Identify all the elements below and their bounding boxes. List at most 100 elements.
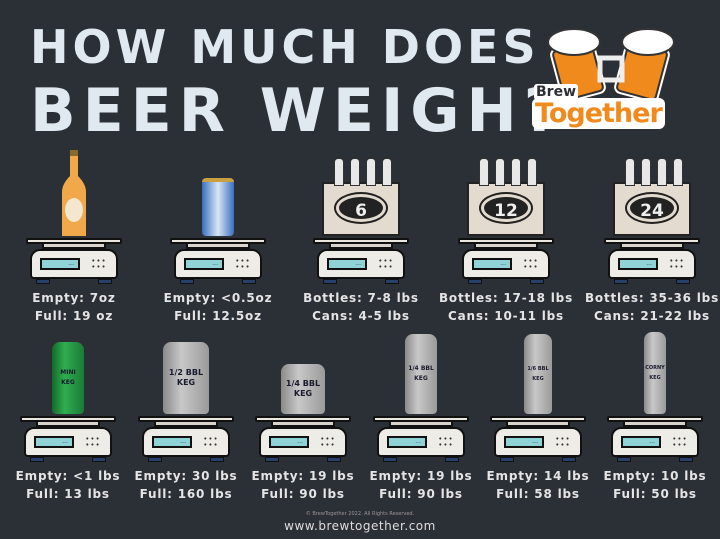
scale-foot: [92, 457, 106, 462]
full-weight: Cans: 21-22 lbs: [594, 309, 710, 323]
empty-weight: Empty: <1 lbs: [15, 469, 121, 483]
scale-plate: [138, 416, 234, 422]
scale-icon: ... ••• •••: [607, 416, 703, 466]
full-weight: Cans: 10-11 lbs: [448, 309, 564, 323]
scale-foot: [530, 279, 544, 284]
scale-foot: [30, 457, 44, 462]
scale-display: ...: [152, 436, 192, 448]
scale-body: ... ••• •••: [24, 427, 112, 457]
scale-plate: [490, 416, 586, 422]
scale-display: ...: [184, 258, 224, 270]
scale-buttons: ••• •••: [438, 435, 454, 449]
empty-weight: Bottles: 17-18 lbs: [438, 291, 574, 305]
scale-display: ...: [34, 436, 74, 448]
scale-icon: ... ••• •••: [255, 416, 351, 466]
scale-foot: [562, 457, 576, 462]
scale-neck: [389, 422, 453, 427]
full-weight: Full: 12.5oz: [174, 309, 262, 323]
pack-count: 24: [625, 192, 679, 224]
scale-buttons: ••• •••: [85, 435, 101, 449]
scale-display: ...: [472, 258, 512, 270]
scale-buttons: ••• •••: [669, 257, 685, 271]
full-weight: Full: 90 lbs: [379, 487, 463, 501]
beer-bottle-icon: [62, 150, 86, 242]
scale-neck: [42, 244, 106, 249]
scale-body: ... ••• •••: [142, 427, 230, 457]
scale-foot: [385, 279, 399, 284]
pack-icon: 6: [322, 158, 400, 236]
scale-foot: [614, 279, 628, 284]
scale-buttons: ••• •••: [91, 257, 107, 271]
scale-display: ...: [618, 258, 658, 270]
scale-foot: [210, 457, 224, 462]
pack-count: 12: [479, 192, 533, 224]
quarter-barrel-keg-icon: 1/4 BBL KEG: [281, 364, 325, 414]
scale-foot: [327, 457, 341, 462]
scale-body: ... ••• •••: [259, 427, 347, 457]
scale-display: ...: [621, 436, 661, 448]
scale-display: ...: [327, 258, 367, 270]
full-weight: Full: 13 lbs: [26, 487, 110, 501]
scale-buttons: ••• •••: [203, 435, 219, 449]
empty-weight: Empty: 7oz: [32, 291, 116, 305]
logo-brew-text: Brew: [534, 84, 579, 100]
scale-body: ... ••• •••: [611, 427, 699, 457]
scale-plate: [373, 416, 469, 422]
scale-icon: ... ••• •••: [138, 416, 234, 466]
scale-icon: ... ••• •••: [458, 238, 554, 288]
pack-box: 6: [322, 158, 400, 236]
scale-neck: [623, 422, 687, 427]
pack-box: 24: [613, 158, 691, 236]
scale-neck: [329, 244, 393, 249]
scale-neck: [474, 244, 538, 249]
scale-buttons: ••• •••: [555, 435, 571, 449]
title-line-2: BEER WEIGH?: [30, 76, 566, 146]
scale-foot: [500, 457, 514, 462]
scale-neck: [271, 422, 335, 427]
scale-icon: ... ••• •••: [20, 416, 116, 466]
empty-weight: Empty: 19 lbs: [369, 469, 473, 483]
brewtogether-logo: Brew Together: [530, 18, 710, 138]
scale-foot: [36, 279, 50, 284]
scale-foot: [242, 279, 256, 284]
scale-display: ...: [387, 436, 427, 448]
website-link[interactable]: www.brewtogether.com: [284, 519, 436, 533]
pack-count: 6: [334, 192, 388, 224]
scale-body: ... ••• •••: [462, 249, 550, 279]
scale-foot: [468, 279, 482, 284]
scale-plate: [26, 238, 122, 244]
scale-display: ...: [504, 436, 544, 448]
scale-foot: [617, 457, 631, 462]
scale-plate: [604, 238, 700, 244]
scale-foot: [676, 279, 690, 284]
pack-icon: 12: [467, 158, 545, 236]
corny-keg-icon: CORNY KEG: [644, 332, 666, 414]
pack-icon: 24: [613, 158, 691, 236]
scale-display: ...: [40, 258, 80, 270]
beer-can-icon: [202, 178, 234, 236]
scale-body: ... ••• •••: [377, 427, 465, 457]
scale-body: ... ••• •••: [174, 249, 262, 279]
copyright: © BrewTogether 2022. All Rights Reserved…: [305, 511, 415, 517]
scale-foot: [323, 279, 337, 284]
scale-display: ...: [269, 436, 309, 448]
sixth-barrel-keg-icon: 1/6 BBL KEG: [524, 334, 552, 414]
logo-together-text: Together: [532, 98, 665, 129]
beer-mugs-icon: [547, 28, 675, 103]
mini-keg-icon: MINI KEG: [52, 342, 84, 414]
scale-body: ... ••• •••: [494, 427, 582, 457]
scale-buttons: ••• •••: [672, 435, 688, 449]
slim-quarter-keg-icon: 1/4 BBL KEG: [405, 334, 437, 414]
scale-foot: [98, 279, 112, 284]
scale-plate: [20, 416, 116, 422]
full-weight: Full: 160 lbs: [139, 487, 233, 501]
scale-icon: ... ••• •••: [604, 238, 700, 288]
scale-neck: [620, 244, 684, 249]
scale-neck: [36, 422, 100, 427]
empty-weight: Bottles: 35-36 lbs: [584, 291, 720, 305]
scale-plate: [458, 238, 554, 244]
scale-plate: [255, 416, 351, 422]
scale-foot: [180, 279, 194, 284]
full-weight: Full: 90 lbs: [261, 487, 345, 501]
scale-buttons: ••• •••: [378, 257, 394, 271]
